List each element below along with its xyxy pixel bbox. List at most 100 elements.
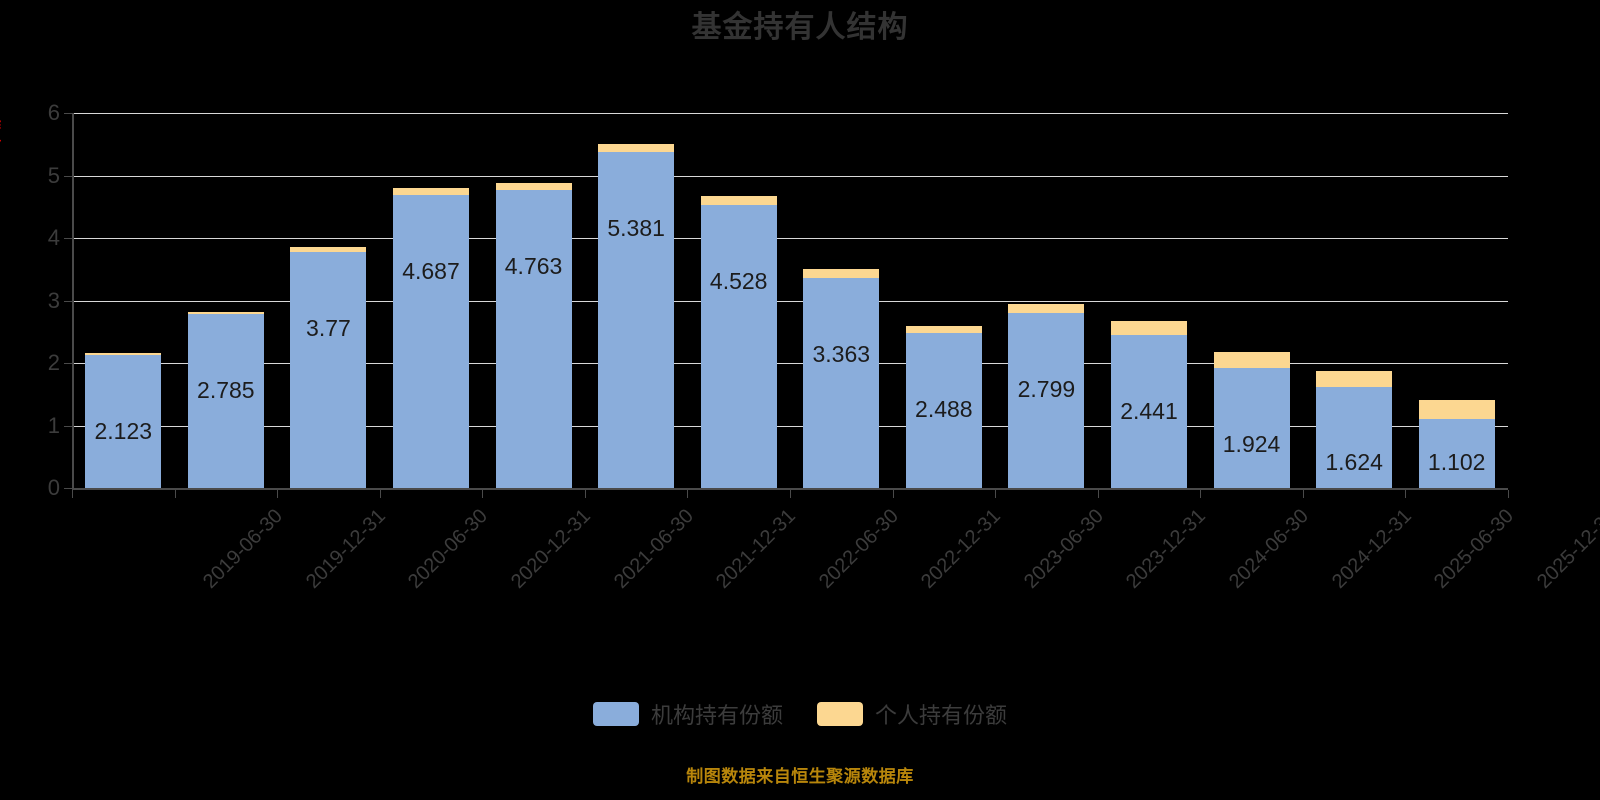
x-tick-mark [892, 490, 894, 498]
x-tick-mark [1200, 490, 1202, 498]
y-tick-label: 4 [47, 225, 60, 250]
bar-group[interactable]: 4.687 [393, 113, 469, 488]
x-tick-mark [1508, 490, 1509, 498]
x-tick-mark [1405, 490, 1407, 498]
legend-item[interactable]: 个人持有份额 [817, 698, 1007, 730]
bar-segment-institutional[interactable] [393, 195, 469, 488]
x-tick-mark [1097, 490, 1099, 498]
x-tick-label: 2022-12-31 [917, 505, 1006, 593]
bar-segment-individual[interactable] [1008, 303, 1085, 314]
bar-segment-institutional[interactable] [1008, 313, 1085, 488]
bar-value-label: 3.363 [812, 340, 871, 367]
bar-group[interactable]: 1.624 [1316, 113, 1393, 488]
x-tick-mark [790, 490, 791, 498]
y-tick-mark [64, 488, 72, 489]
x-tick-label: 2019-06-30 [199, 505, 288, 593]
bar-segment-individual[interactable] [598, 143, 675, 152]
bar-segment-institutional[interactable] [1418, 419, 1495, 488]
bar-segment-institutional[interactable] [1213, 367, 1290, 488]
y-tick-label: 5 [47, 162, 60, 188]
bar-group[interactable]: 4.528 [700, 113, 777, 488]
y-tick-label: 1 [47, 412, 60, 438]
y-axis-line [72, 113, 74, 488]
bar-segment-institutional[interactable] [85, 355, 162, 488]
bar-value-label: 3.77 [306, 315, 351, 342]
bar-segment-individual[interactable] [495, 183, 572, 191]
x-tick-label: 2020-12-31 [506, 505, 595, 593]
legend-swatch [817, 702, 863, 726]
y-tick-mark [64, 238, 72, 239]
bar-value-label: 2.799 [1017, 376, 1076, 403]
legend-label: 个人持有份额 [875, 703, 1008, 728]
bar-group[interactable]: 2.785 [187, 113, 264, 488]
x-tick-label: 2021-06-30 [609, 505, 698, 593]
bar-segment-individual[interactable] [290, 247, 367, 253]
bar-segment-individual[interactable] [700, 195, 777, 205]
legend-item[interactable]: 机构持有份额 [592, 698, 783, 730]
bar-group[interactable]: 1.924 [1213, 113, 1290, 488]
y-tick-mark [64, 425, 72, 427]
bar-value-label: 2.488 [915, 395, 973, 422]
x-axis-line [72, 488, 1508, 490]
y-axis-unit-label: (份/亿) [0, 112, 2, 156]
bar-group[interactable]: 2.441 [1111, 113, 1187, 488]
bar-value-label: 4.528 [709, 268, 768, 294]
bar-value-label: 2.123 [94, 418, 153, 445]
x-tick-mark [584, 490, 586, 498]
bar-segment-individual[interactable] [905, 326, 982, 333]
bar-group[interactable]: 2.123 [85, 113, 162, 488]
bar-group[interactable]: 5.381 [598, 113, 675, 488]
x-tick-label: 2020-06-30 [404, 505, 493, 593]
x-tick-label: 2024-06-30 [1224, 505, 1313, 593]
bar-group[interactable]: 3.363 [803, 113, 880, 488]
x-tick-label: 2025-06-30 [1430, 505, 1519, 593]
bar-segment-individual[interactable] [187, 312, 264, 314]
x-tick-label: 2024-12-31 [1327, 505, 1416, 593]
plot-area: 0 1 2 3 4 5 6 2.123 2.785 3.77 4.687 4.763 5.381 4.5… [48, 100, 1600, 593]
y-tick-label: 2 [47, 350, 60, 375]
x-tick-label: 2021-12-31 [712, 505, 801, 593]
gridline [72, 363, 1508, 364]
bar-segment-institutional[interactable] [700, 205, 777, 488]
gridline [72, 238, 1508, 239]
y-tick-mark [64, 175, 72, 177]
bar-segment-institutional[interactable] [187, 313, 264, 488]
bar-segment-individual[interactable] [1316, 370, 1393, 387]
y-tick-label: 6 [47, 100, 60, 125]
bar-group[interactable]: 2.488 [905, 113, 982, 488]
x-tick-label: 2023-06-30 [1019, 505, 1108, 593]
bar-segment-institutional[interactable] [598, 151, 675, 488]
bar-segment-individual[interactable] [85, 352, 162, 356]
y-tick-mark [64, 300, 72, 302]
bar-segment-institutional[interactable] [495, 190, 572, 488]
bar-segment-institutional[interactable] [290, 252, 367, 488]
bar-segment-institutional[interactable] [905, 332, 982, 488]
bar-segment-institutional[interactable] [1316, 386, 1393, 488]
gridline [72, 300, 1508, 302]
bar-group[interactable]: 2.799 [1008, 113, 1085, 488]
bar-group[interactable]: 4.763 [495, 113, 572, 488]
page-title: 基金持有人结构 [691, 11, 909, 44]
x-tick-mark [72, 490, 73, 498]
bar-group[interactable]: 1.102 [1418, 113, 1495, 488]
bar-segment-institutional[interactable] [803, 277, 880, 488]
bar-value-label: 1.102 [1427, 449, 1486, 475]
bar-segment-individual[interactable] [1418, 400, 1495, 420]
bar-value-label: 5.381 [607, 214, 665, 241]
bar-segment-individual[interactable] [1213, 351, 1290, 368]
y-tick-label: 0 [47, 475, 60, 500]
footer-credit: 制图数据来自恒生聚源数据库 [686, 767, 914, 786]
gridline [72, 113, 1508, 114]
x-tick-mark [277, 490, 279, 498]
bar-value-label: 2.785 [197, 376, 255, 403]
bar-segment-individual[interactable] [803, 269, 880, 278]
bar-group[interactable]: 3.77 [290, 113, 367, 488]
chart-legend: 机构持有份额 个人持有份额 [0, 698, 1600, 730]
bar-segment-individual[interactable] [393, 188, 469, 196]
bar-segment-individual[interactable] [1111, 321, 1187, 336]
bar-value-label: 1.624 [1325, 449, 1383, 475]
x-tick-label: 2023-12-31 [1122, 505, 1211, 593]
gridline [72, 175, 1508, 177]
bar-segment-institutional[interactable] [1111, 335, 1187, 488]
